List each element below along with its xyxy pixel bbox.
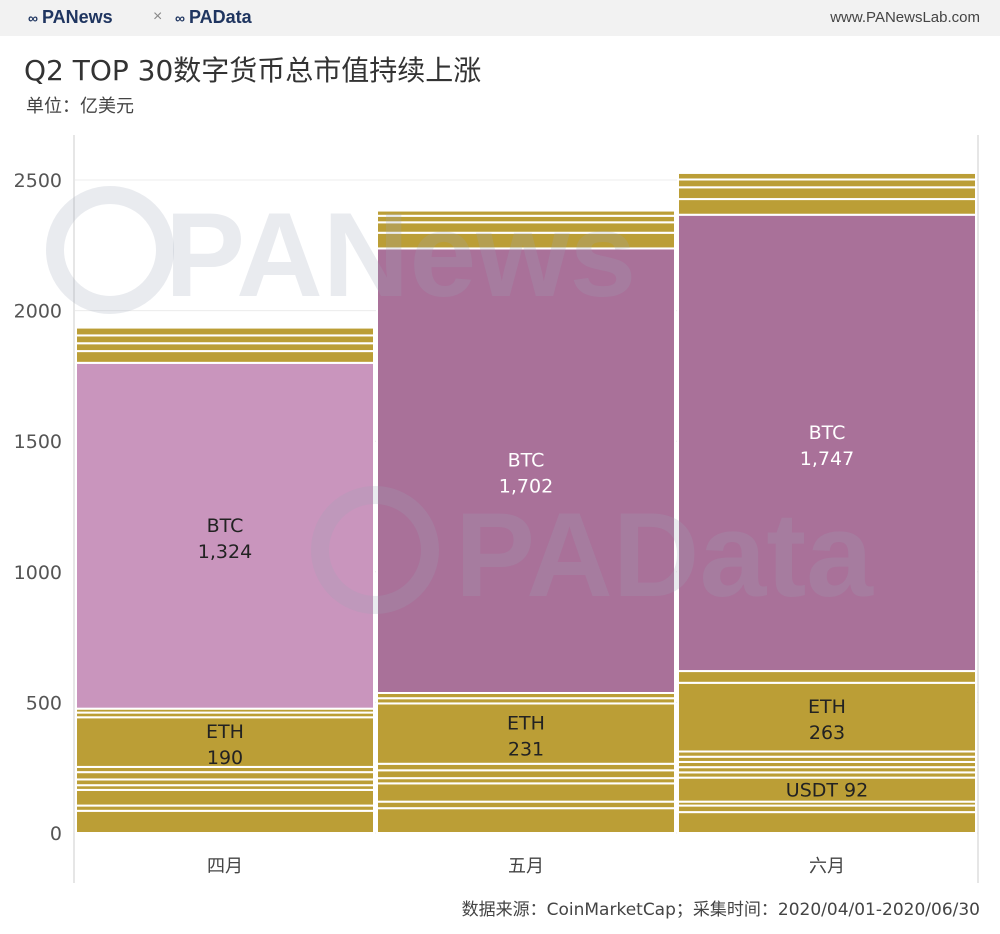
bar-segment-other[interactable] bbox=[677, 670, 977, 684]
bar-segment-eth[interactable] bbox=[75, 716, 375, 768]
data-label-btc-value: 1,324 bbox=[198, 541, 252, 563]
bar-segment-other[interactable] bbox=[677, 178, 977, 189]
panews-logo-icon: ∞ bbox=[28, 10, 38, 26]
y-tick-label: 0 bbox=[50, 823, 62, 845]
chart: 0 500 1000 1500 2000 2500 ETH 190 BTC 1,324 四月 ETH 2… bbox=[14, 135, 979, 883]
watermark-panews: PANews bbox=[165, 188, 636, 322]
x-tick-label: 五月 bbox=[508, 856, 544, 877]
data-label-btc-name: BTC bbox=[809, 422, 846, 444]
bar-segment-btc[interactable] bbox=[75, 361, 375, 710]
data-label-btc-value: 1,702 bbox=[499, 476, 553, 498]
panews-logo: ∞ PANews bbox=[28, 7, 113, 28]
data-label-eth-value: 190 bbox=[207, 747, 243, 769]
logo-separator: × bbox=[153, 8, 163, 25]
bar-segment-other[interactable] bbox=[376, 782, 676, 803]
data-label-eth-name: ETH bbox=[808, 696, 846, 718]
bar-segment-other[interactable] bbox=[677, 198, 977, 216]
x-tick-label: 四月 bbox=[207, 856, 243, 877]
panews-logo-text: PANews bbox=[42, 7, 113, 27]
bar-segment-other[interactable] bbox=[677, 186, 977, 201]
y-tick-label: 2500 bbox=[14, 170, 62, 192]
y-tick-label: 2000 bbox=[14, 301, 62, 323]
data-label-usdt: USDT 92 bbox=[786, 780, 868, 802]
bar-segment-other[interactable] bbox=[376, 807, 676, 834]
site-url[interactable]: www.PANewsLab.com bbox=[830, 9, 980, 26]
bar-segment-other[interactable] bbox=[376, 209, 676, 217]
data-source: 数据来源：CoinMarketCap；采集时间：2020/04/01-2020/… bbox=[461, 900, 980, 920]
bar-segment-btc[interactable] bbox=[376, 247, 676, 694]
padata-logo: ∞ PAData bbox=[175, 7, 252, 28]
padata-logo-text: PAData bbox=[189, 7, 252, 27]
watermark-padata: PAData bbox=[455, 488, 874, 622]
watermark-panews-icon bbox=[46, 186, 174, 314]
brand-bar: ∞ PANews × ∞ PAData www.PANewsLab.com bbox=[0, 0, 1000, 36]
chart-title: Q2 TOP 30数字货币总市值持续上涨 bbox=[24, 54, 482, 87]
bar-segment-other[interactable] bbox=[75, 809, 375, 834]
data-label-eth-name: ETH bbox=[206, 721, 244, 743]
bar-segment-other[interactable] bbox=[75, 350, 375, 364]
data-label-btc-value: 1,747 bbox=[800, 448, 854, 470]
padata-logo-icon: ∞ bbox=[175, 10, 185, 26]
bar-segment-other[interactable] bbox=[75, 326, 375, 337]
data-label-btc-name: BTC bbox=[508, 450, 545, 472]
bar-segment-other[interactable] bbox=[677, 171, 977, 181]
data-label-eth-value: 263 bbox=[809, 722, 845, 744]
x-tick-label: 六月 bbox=[809, 856, 845, 877]
bar-segment-other[interactable] bbox=[75, 788, 375, 807]
y-tick-label: 500 bbox=[26, 692, 62, 714]
bar-segment-other[interactable] bbox=[677, 811, 977, 835]
y-tick-label: 1500 bbox=[14, 431, 62, 453]
bar-segment-btc[interactable] bbox=[677, 213, 977, 673]
bar-segment-eth[interactable] bbox=[677, 681, 977, 753]
bar-segment-other[interactable] bbox=[376, 769, 676, 780]
data-label-btc-name: BTC bbox=[207, 515, 244, 537]
bar-segment-eth[interactable] bbox=[376, 702, 676, 765]
bar-segment-usdt[interactable] bbox=[677, 776, 977, 803]
bar-segment-other[interactable] bbox=[75, 342, 375, 353]
bar-segment-other[interactable] bbox=[75, 771, 375, 781]
y-tick-label: 1000 bbox=[14, 562, 62, 584]
data-label-eth-name: ETH bbox=[507, 713, 545, 735]
data-label-eth-value: 231 bbox=[508, 739, 544, 761]
chart-unit: 单位：亿美元 bbox=[26, 96, 134, 117]
bar-segment-other[interactable] bbox=[75, 334, 375, 345]
watermark-padata-icon bbox=[311, 486, 439, 614]
